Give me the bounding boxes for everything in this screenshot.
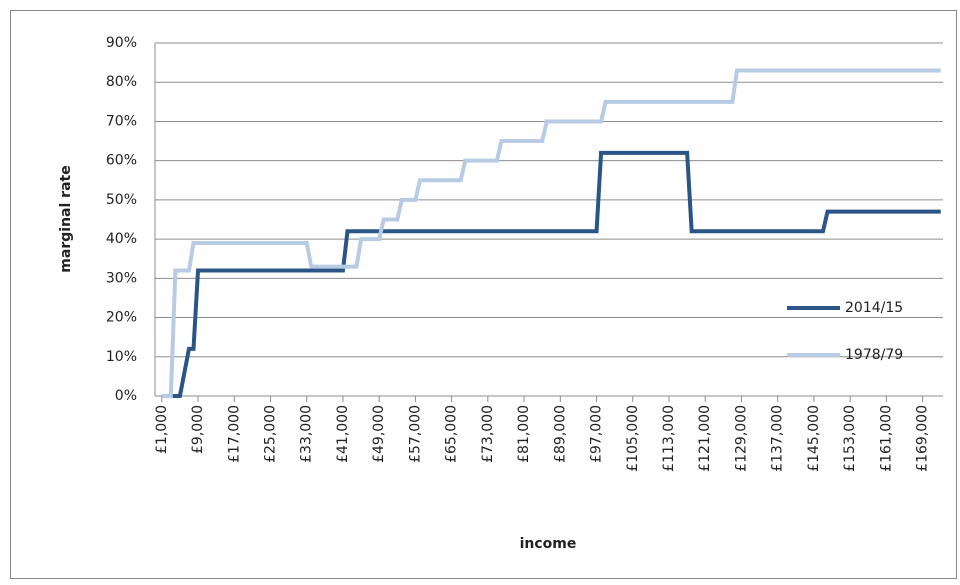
y-tick-label: 10% (106, 349, 137, 365)
y-tick-label: 70% (106, 113, 137, 129)
x-tick-label: £57,000 (407, 405, 423, 463)
legend-label: 2014/15 (845, 300, 903, 316)
series-line (161, 68, 941, 398)
x-tick-label: £121,000 (697, 405, 713, 472)
series-line (161, 150, 941, 398)
x-tick-label: £73,000 (480, 405, 496, 463)
x-tick-label: £33,000 (299, 405, 315, 463)
y-tick-label: 0% (115, 388, 137, 404)
y-tick-label: 30% (106, 270, 137, 286)
x-tick-label: £137,000 (770, 405, 786, 472)
x-tick-label: £9,000 (190, 405, 206, 454)
x-tick-label: £161,000 (878, 405, 894, 472)
x-tick-label: £97,000 (589, 405, 605, 463)
x-tick-label: £145,000 (806, 405, 822, 472)
x-tick-label: £25,000 (262, 405, 278, 463)
x-tick-label: £169,000 (915, 405, 931, 472)
x-tick-label: £153,000 (842, 405, 858, 472)
y-tick-label: 50% (106, 192, 137, 208)
x-axis-label: income (520, 536, 577, 552)
x-tick-label: £41,000 (335, 405, 351, 463)
x-tick-label: £1,000 (154, 405, 170, 454)
legend-label: 1978/79 (845, 347, 903, 363)
x-tick-label: £129,000 (733, 405, 749, 472)
x-tick-label: £105,000 (625, 405, 641, 472)
y-tick-label: 40% (106, 231, 137, 247)
chart-frame (10, 10, 957, 579)
x-tick-label: £89,000 (552, 405, 568, 463)
x-tick-label: £17,000 (226, 405, 242, 463)
y-tick-label: 90% (106, 35, 137, 51)
x-tick-label: £81,000 (516, 405, 532, 463)
y-tick-label: 60% (106, 153, 137, 169)
y-tick-label: 80% (106, 74, 137, 90)
x-tick-label: £49,000 (371, 405, 387, 463)
y-axis-label: marginal rate (58, 165, 74, 272)
y-tick-label: 20% (106, 310, 137, 326)
x-tick-label: £113,000 (661, 405, 677, 472)
x-tick-label: £65,000 (444, 405, 460, 463)
